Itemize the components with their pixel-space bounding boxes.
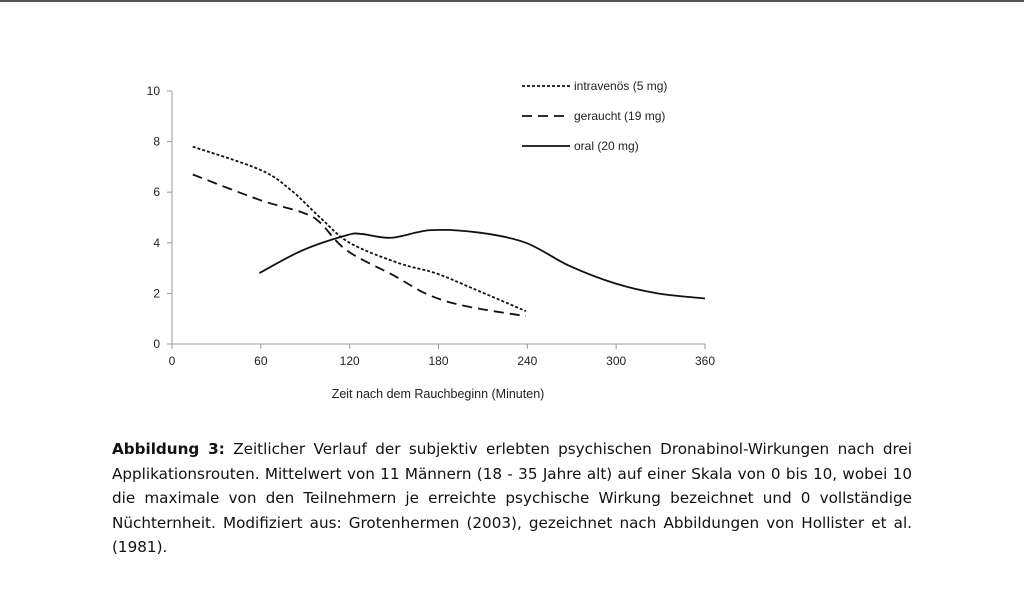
x-tick-label: 60 bbox=[254, 354, 268, 368]
x-tick-label: 240 bbox=[517, 354, 537, 368]
series-line-oral bbox=[258, 228, 706, 300]
legend-label-geraucht: geraucht (19 mg) bbox=[574, 109, 665, 123]
y-tick-label: 6 bbox=[153, 185, 160, 199]
caption-text: Zeitlicher Verlauf der subjektiv erlebte… bbox=[112, 440, 912, 556]
figure-caption: Abbildung 3: Zeitlicher Verlauf der subj… bbox=[112, 437, 912, 560]
x-tick-label: 0 bbox=[169, 354, 176, 368]
x-tick-label: 360 bbox=[695, 354, 715, 368]
y-tick-label: 10 bbox=[147, 84, 161, 98]
series-line-intravens bbox=[192, 145, 527, 312]
legend: intravenös (5 mg) geraucht (19 mg) oral (2… bbox=[522, 79, 667, 153]
x-tick-label: 180 bbox=[428, 354, 448, 368]
caption-label: Abbildung 3: bbox=[112, 440, 225, 458]
line-chart: 0 2 4 6 8 10 0 60 120 180 240 300 360 intravenös (5 … bbox=[147, 79, 716, 401]
series-group bbox=[192, 145, 706, 318]
y-tick-label: 8 bbox=[153, 135, 160, 149]
page-top-border bbox=[0, 0, 1024, 2]
y-tick-label: 2 bbox=[153, 286, 160, 300]
y-tick-label: 0 bbox=[153, 337, 160, 351]
axes: 0 2 4 6 8 10 0 60 120 180 240 300 360 bbox=[147, 84, 716, 368]
y-tick-label: 4 bbox=[153, 236, 160, 250]
series-line-geraucht bbox=[192, 173, 527, 318]
x-tick-label: 120 bbox=[340, 354, 360, 368]
legend-label-intravens: intravenös (5 mg) bbox=[574, 79, 667, 93]
x-tick-label: 300 bbox=[606, 354, 626, 368]
legend-label-oral: oral (20 mg) bbox=[574, 139, 639, 153]
x-axis-label: Zeit nach dem Rauchbeginn (Minuten) bbox=[332, 387, 545, 401]
